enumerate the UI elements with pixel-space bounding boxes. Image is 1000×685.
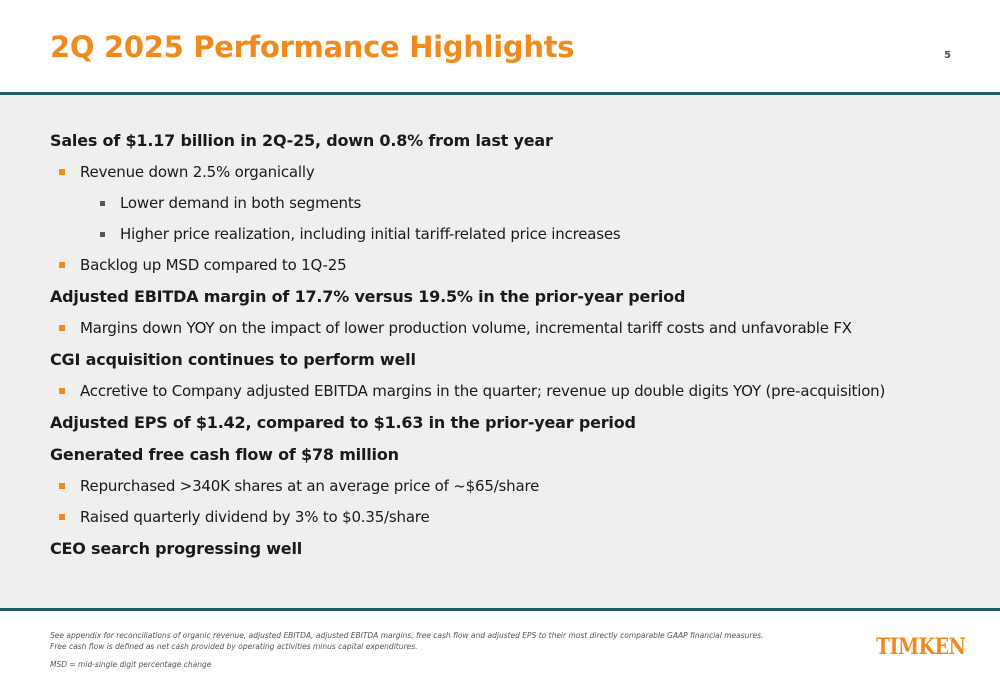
sub-bullet-item: Lower demand in both segments bbox=[50, 188, 980, 219]
footnote-msd: MSD = mid-single digit percentage change bbox=[50, 660, 212, 669]
highlight-heading-ebitda: Adjusted EBITDA margin of 17.7% versus 1… bbox=[50, 287, 686, 306]
bullet-item: Revenue down 2.5% organically bbox=[50, 157, 980, 188]
slide-header: 2Q 2025 Performance Highlights 5 bbox=[0, 0, 1000, 92]
bullet-item: Margins down YOY on the impact of lower … bbox=[50, 313, 980, 344]
footnote-free-cash-flow: Free cash flow is defined as net cash pr… bbox=[50, 642, 418, 651]
sub-bullet-item: Higher price realization, including init… bbox=[50, 219, 980, 250]
bullet-item: Backlog up MSD compared to 1Q-25 bbox=[50, 250, 980, 281]
highlight-heading-ceo: CEO search progressing well bbox=[50, 539, 303, 558]
timken-logo: TIMKEN bbox=[876, 634, 966, 660]
bullet-item: Raised quarterly dividend by 3% to $0.35… bbox=[50, 502, 980, 533]
bottom-divider bbox=[0, 608, 1000, 611]
footnotes: See appendix for reconciliations of orga… bbox=[50, 630, 763, 670]
page-title: 2Q 2025 Performance Highlights bbox=[50, 30, 575, 64]
highlight-heading-fcf: Generated free cash flow of $78 million bbox=[50, 445, 399, 464]
gray-square-bullet-icon bbox=[100, 232, 105, 237]
orange-square-bullet-icon bbox=[59, 262, 65, 268]
highlight-heading-sales: Sales of $1.17 billion in 2Q-25, down 0.… bbox=[50, 131, 553, 150]
top-divider bbox=[0, 92, 1000, 95]
bullet-item: Accretive to Company adjusted EBITDA mar… bbox=[50, 376, 980, 407]
orange-square-bullet-icon bbox=[59, 483, 65, 489]
bullet-item: Repurchased >340K shares at an average p… bbox=[50, 471, 980, 502]
highlights-list: Sales of $1.17 billion in 2Q-25, down 0.… bbox=[50, 125, 980, 565]
orange-square-bullet-icon bbox=[59, 169, 65, 175]
footnote-reconciliation: See appendix for reconciliations of orga… bbox=[50, 631, 764, 640]
highlight-heading-eps: Adjusted EPS of $1.42, compared to $1.63… bbox=[50, 413, 636, 432]
orange-square-bullet-icon bbox=[59, 388, 65, 394]
orange-square-bullet-icon bbox=[59, 325, 65, 331]
page-number: 5 bbox=[944, 50, 951, 61]
highlight-heading-cgi: CGI acquisition continues to perform wel… bbox=[50, 350, 416, 369]
orange-square-bullet-icon bbox=[59, 514, 65, 520]
gray-square-bullet-icon bbox=[100, 201, 105, 206]
content-panel: Sales of $1.17 billion in 2Q-25, down 0.… bbox=[0, 95, 1000, 608]
